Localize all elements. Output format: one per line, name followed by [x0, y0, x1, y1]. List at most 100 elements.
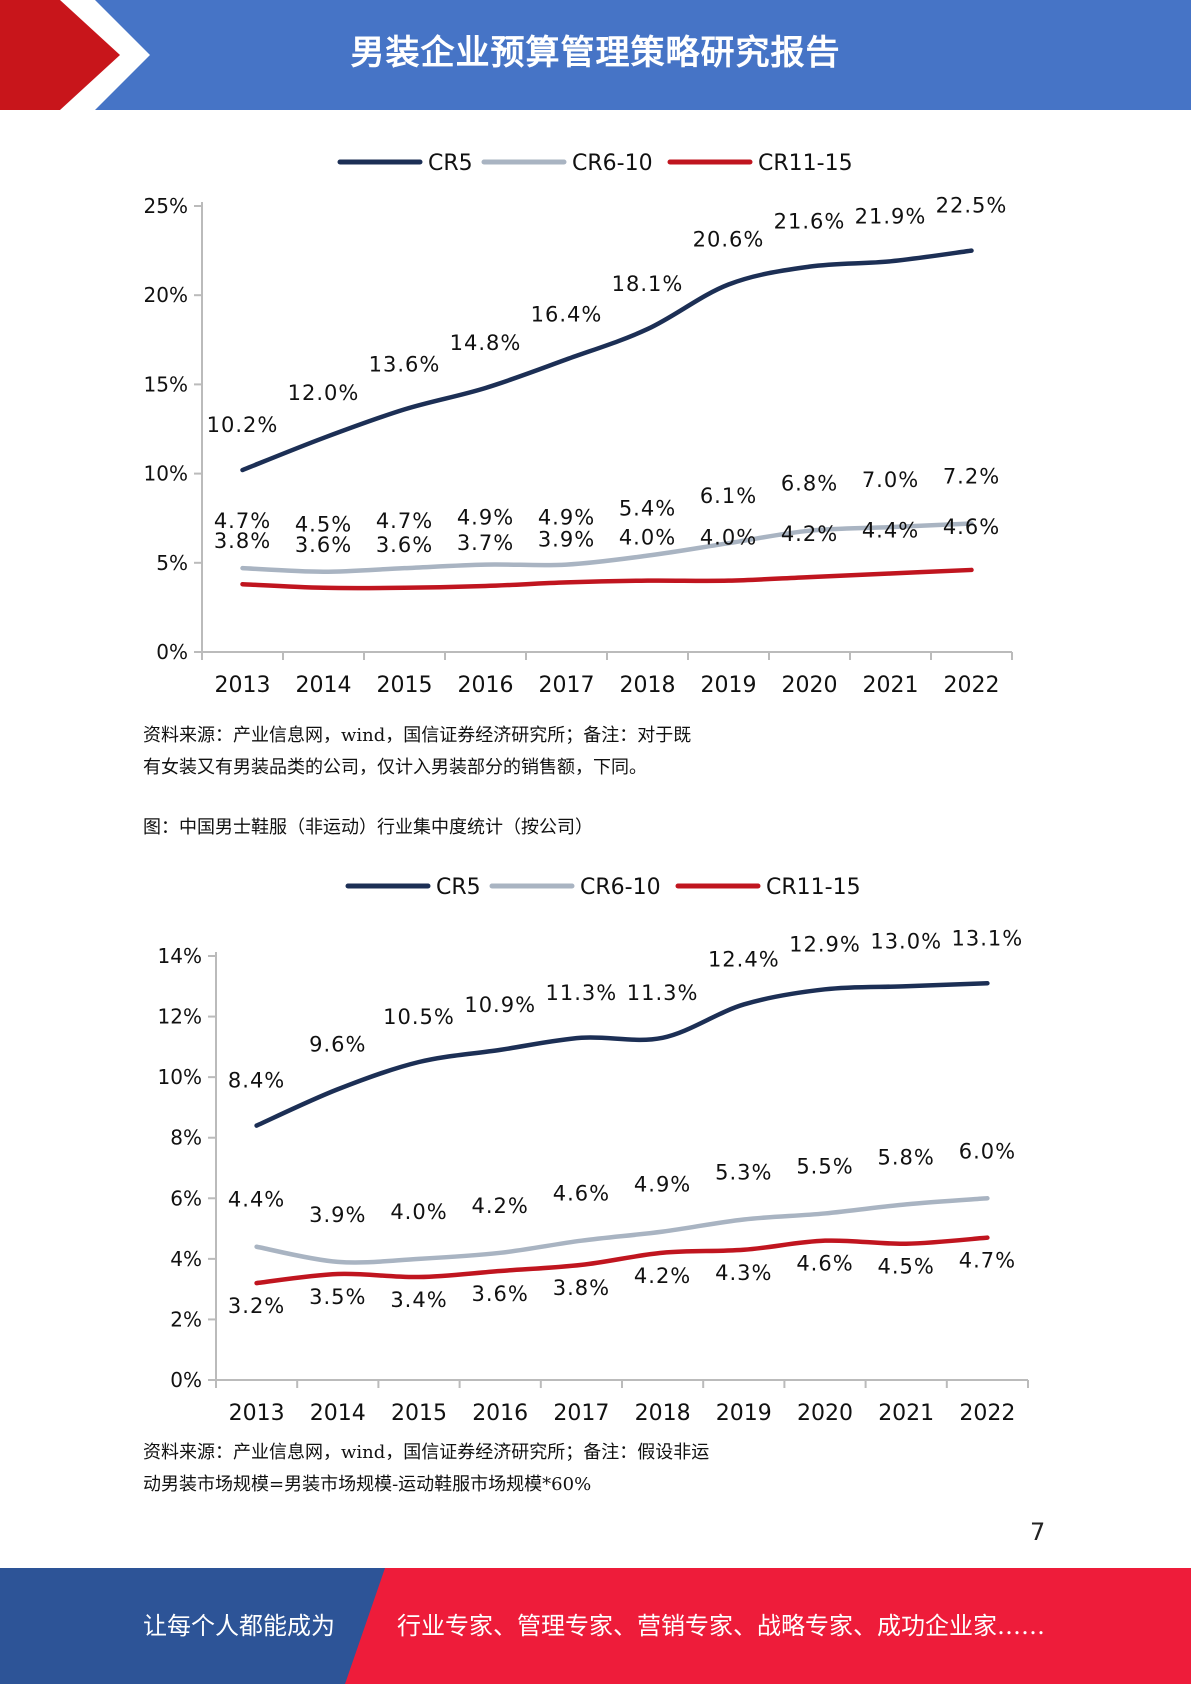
y-tick-label: 15%	[144, 372, 188, 396]
data-label: 4.7%	[959, 1249, 1016, 1273]
y-tick-label: 5%	[156, 551, 188, 575]
data-label: 4.6%	[943, 515, 1000, 539]
data-point	[417, 1060, 421, 1064]
header-arrow-icon	[0, 0, 150, 110]
data-label: 21.6%	[774, 210, 846, 234]
data-point	[808, 529, 811, 533]
data-label: 7.0%	[862, 468, 919, 492]
caption-line: 资料来源：产业信息网，wind，国信证券经济研究所；备注：假设非运	[143, 1442, 710, 1463]
data-point	[403, 566, 406, 570]
data-point	[742, 1217, 746, 1221]
data-point	[823, 1211, 827, 1215]
data-label: 12.0%	[288, 381, 360, 405]
data-label: 7.2%	[943, 465, 1000, 489]
x-tick-label: 2020	[797, 1401, 853, 1426]
data-point	[985, 981, 989, 985]
chart1-source-note: 资料来源：产业信息网，wind，国信证券经济研究所；备注：对于既 有女装又有男装…	[143, 720, 823, 784]
data-label: 12.4%	[708, 947, 780, 971]
data-label: 4.5%	[295, 513, 352, 537]
legend-label: CR11-15	[766, 875, 861, 900]
data-label: 10.9%	[464, 993, 536, 1017]
data-label: 6.8%	[781, 472, 838, 496]
x-tick-label: 2020	[782, 673, 838, 698]
data-label: 13.6%	[369, 352, 441, 376]
data-label: 8.4%	[228, 1069, 285, 1093]
data-point	[484, 563, 487, 567]
data-label: 10.2%	[207, 413, 279, 437]
legend-label: CR5	[436, 875, 481, 900]
series-line	[240, 248, 974, 473]
chart2-source-note: 资料来源：产业信息网，wind，国信证券经济研究所；备注：假设非运 动男装市场规…	[143, 1437, 823, 1501]
data-label: 6.0%	[959, 1139, 1016, 1163]
y-tick-label: 25%	[144, 194, 188, 218]
data-point	[727, 541, 730, 545]
data-label: 18.1%	[612, 272, 684, 296]
data-label: 3.4%	[390, 1288, 447, 1312]
data-point	[403, 586, 406, 590]
data-point	[241, 566, 244, 570]
chart-concentration-non-sport: CR5 CR6-10 CR11-15 0% 2% 4% 6% 8% 10% 12% 14% 2013 2…	[130, 864, 1050, 1434]
data-label: 4.2%	[781, 522, 838, 546]
data-label: 3.8%	[214, 529, 271, 553]
data-point	[322, 436, 325, 440]
data-label: 3.9%	[309, 1203, 366, 1227]
data-label: 4.5%	[878, 1255, 935, 1279]
data-point	[646, 327, 649, 331]
x-tick-label: 2016	[472, 1401, 528, 1426]
series-line	[254, 981, 990, 1128]
data-point	[823, 987, 827, 991]
data-label: 5.3%	[715, 1160, 772, 1184]
x-tick-label: 2016	[458, 673, 514, 698]
data-point	[241, 582, 244, 586]
data-label: 3.8%	[553, 1276, 610, 1300]
data-point	[742, 1248, 746, 1252]
data-label: 20.6%	[693, 227, 765, 251]
series-line	[254, 1235, 990, 1286]
data-point	[579, 1263, 583, 1267]
data-label: 4.0%	[619, 526, 676, 550]
data-label: 11.3%	[627, 981, 699, 1005]
data-point	[808, 265, 811, 269]
data-point	[565, 563, 568, 567]
x-tick-label: 2015	[391, 1401, 447, 1426]
data-point	[255, 1124, 259, 1128]
footer-slogan-left: 让每个人都能成为	[143, 1612, 335, 1640]
data-point	[985, 1236, 989, 1240]
data-point	[985, 1196, 989, 1200]
data-label: 4.7%	[376, 509, 433, 533]
data-label: 4.3%	[715, 1261, 772, 1285]
caption-line: 动男装市场规模=男装市场规模-运动鞋服市场规模*60%	[143, 1474, 592, 1495]
x-tick-label: 2017	[553, 1401, 609, 1426]
data-point	[565, 580, 568, 584]
y-tick-label: 0%	[156, 640, 188, 664]
data-point	[417, 1257, 421, 1261]
data-point	[727, 282, 730, 286]
data-label: 4.2%	[634, 1264, 691, 1288]
y-tick-label: 20%	[144, 283, 188, 307]
header-band: 男装企业预算管理策略研究报告	[0, 0, 1191, 110]
x-tick-label: 2019	[701, 673, 757, 698]
data-point	[417, 1275, 421, 1279]
data-label: 4.9%	[538, 506, 595, 530]
data-point	[484, 386, 487, 390]
data-point	[498, 1048, 502, 1052]
data-label: 4.9%	[634, 1173, 691, 1197]
y-tick-label: 10%	[158, 1065, 202, 1089]
footer-slogan-right: 行业专家、管理专家、营销专家、战略专家、成功企业家……	[397, 1612, 1045, 1640]
data-point	[498, 1269, 502, 1273]
x-tick-label: 2014	[310, 1401, 366, 1426]
data-point	[565, 357, 568, 361]
footer-band: 让每个人都能成为 行业专家、管理专家、营销专家、战略专家、成功企业家……	[0, 1568, 1191, 1684]
data-label: 11.3%	[546, 981, 618, 1005]
chart2-title: 图：中国男士鞋服（非运动）行业集中度统计（按公司）	[143, 817, 593, 838]
caption-line: 有女装又有男装品类的公司，仅计入男装部分的销售额，下同。	[143, 757, 647, 778]
data-point	[661, 1230, 665, 1234]
data-point	[336, 1272, 340, 1276]
data-label: 4.6%	[553, 1182, 610, 1206]
y-tick-label: 12%	[158, 1005, 202, 1029]
x-tick-label: 2019	[716, 1401, 772, 1426]
data-label: 3.5%	[309, 1285, 366, 1309]
data-point	[742, 1002, 746, 1006]
data-label: 4.0%	[700, 526, 757, 550]
data-point	[889, 259, 892, 263]
